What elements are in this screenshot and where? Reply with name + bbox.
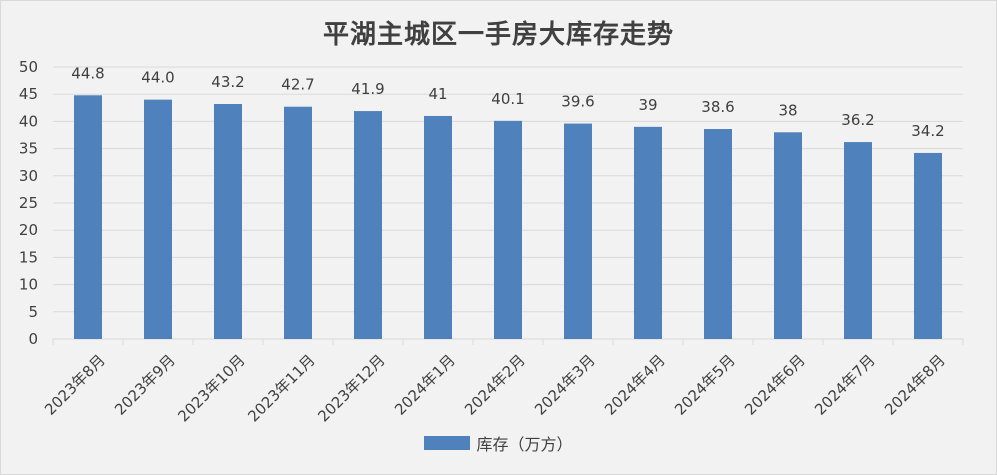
x-category-label: 2023年12月 xyxy=(314,351,388,425)
bar xyxy=(284,106,312,339)
x-category-label: 2024年2月 xyxy=(461,351,529,419)
bar xyxy=(914,152,942,339)
y-tick-label: 15 xyxy=(19,248,38,266)
y-tick-label: 10 xyxy=(19,276,38,294)
legend-swatch xyxy=(424,436,471,450)
y-tick-label: 50 xyxy=(19,58,38,76)
data-label: 44.8 xyxy=(71,64,104,82)
x-category-label: 2024年5月 xyxy=(671,351,739,419)
y-tick-label: 0 xyxy=(28,330,38,348)
data-label: 44.0 xyxy=(141,69,174,87)
data-label: 38 xyxy=(778,101,797,119)
bar xyxy=(354,111,382,340)
bar xyxy=(424,115,452,340)
data-label: 39.6 xyxy=(561,93,594,111)
x-category-label: 2024年7月 xyxy=(811,351,879,419)
data-label: 41 xyxy=(428,85,447,103)
x-category-label: 2024年8月 xyxy=(881,351,949,419)
y-tick-label: 20 xyxy=(19,221,38,239)
x-category-label: 2023年9月 xyxy=(111,351,179,419)
bar xyxy=(774,132,802,339)
y-tick-label: 35 xyxy=(19,140,38,158)
x-category-label: 2023年10月 xyxy=(174,351,248,425)
x-category-label: 2024年3月 xyxy=(531,351,599,419)
y-tick-label: 40 xyxy=(19,112,38,130)
bar xyxy=(214,103,242,339)
bar xyxy=(634,126,662,339)
bar xyxy=(844,142,872,339)
data-label: 40.1 xyxy=(491,90,524,108)
data-label: 38.6 xyxy=(701,98,734,116)
y-tick-label: 45 xyxy=(19,85,38,103)
x-category-label: 2024年4月 xyxy=(601,351,669,419)
data-label: 43.2 xyxy=(211,73,244,91)
bar xyxy=(494,120,522,339)
data-label: 42.7 xyxy=(281,76,314,94)
y-tick-label: 5 xyxy=(28,303,38,321)
bar xyxy=(564,123,592,340)
data-label: 34.2 xyxy=(911,122,944,140)
y-tick-label: 30 xyxy=(19,167,38,185)
x-category-label: 2023年11月 xyxy=(244,351,318,425)
bar xyxy=(704,129,732,339)
bar xyxy=(74,95,102,340)
legend: 库存（万方） xyxy=(0,431,997,455)
x-category-label: 2023年8月 xyxy=(41,351,109,419)
data-label: 41.9 xyxy=(351,80,384,98)
x-category-label: 2024年6月 xyxy=(741,351,809,419)
x-category-label: 2024年1月 xyxy=(391,351,459,419)
bar xyxy=(144,99,172,339)
y-tick-label: 25 xyxy=(19,194,38,212)
legend-label: 库存（万方） xyxy=(476,435,573,454)
data-label: 39 xyxy=(638,96,657,114)
chart-title: 平湖主城区一手房大库存走势 xyxy=(322,20,674,50)
data-label: 36.2 xyxy=(841,111,874,129)
